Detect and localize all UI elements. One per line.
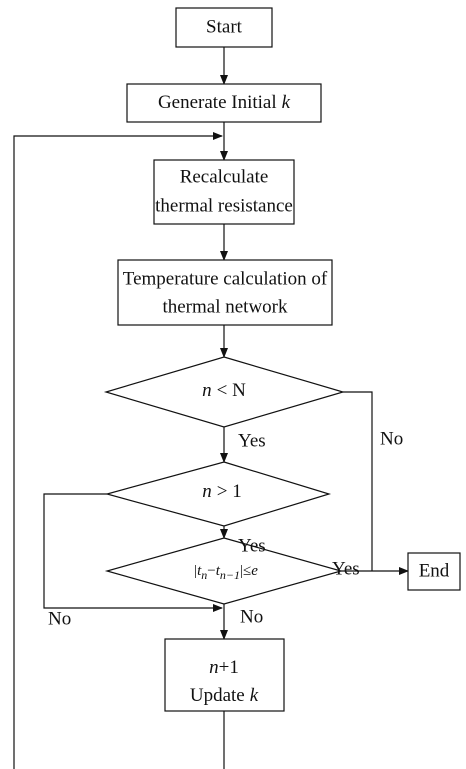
edge-label: No (48, 608, 71, 629)
node-label: n > 1 (202, 481, 241, 502)
edge-label: No (380, 428, 403, 449)
edge-label: Yes (238, 535, 266, 556)
end-box (407, 552, 461, 591)
label-part: n−1 (220, 568, 240, 582)
no-line (343, 391, 373, 571)
label-part: Generate Initial (158, 92, 277, 113)
edge-label: Yes (332, 558, 360, 579)
label-var: n (202, 481, 212, 502)
loop-arrow (13, 132, 223, 769)
process-box (164, 638, 285, 712)
decision (104, 461, 332, 527)
label-var: n (202, 380, 212, 401)
label-var: k (250, 685, 259, 706)
label-part: +1 (219, 657, 239, 678)
label-part: − (207, 563, 215, 579)
start-box (175, 7, 273, 48)
node-label: thermal resistance (155, 195, 293, 216)
node-label: Start (206, 16, 243, 37)
label-part: t (216, 563, 221, 579)
edge-label: No (240, 606, 263, 627)
node-label: Update k (190, 685, 259, 706)
no-arrow (43, 493, 223, 612)
node-label: n+1 (209, 657, 239, 678)
edges (13, 47, 409, 769)
node-label: Generate Initial k (158, 92, 291, 113)
edge-label: Yes (238, 430, 266, 451)
label-part: |≤ (240, 563, 251, 579)
node-label: |tn−tn−1|≤e (194, 563, 258, 581)
label-part: Update (190, 685, 245, 706)
label-part: n (201, 568, 207, 582)
label-part: < N (217, 380, 246, 401)
label-part: t (197, 563, 202, 579)
node-label: thermal network (162, 296, 288, 317)
decision (104, 537, 344, 605)
decision (103, 356, 346, 428)
label-part: | (194, 563, 197, 579)
node-label: End (419, 560, 450, 581)
label-part: e (251, 563, 258, 579)
label-part: > 1 (217, 481, 242, 502)
process-box (153, 159, 295, 225)
label-var: k (282, 92, 291, 113)
node-label: Recalculate (180, 166, 269, 187)
node-label: n < N (202, 380, 246, 401)
process-box (117, 259, 333, 326)
node-label: Temperature calculation of (123, 268, 328, 289)
process-box (126, 83, 322, 123)
label-var: n (209, 657, 219, 678)
